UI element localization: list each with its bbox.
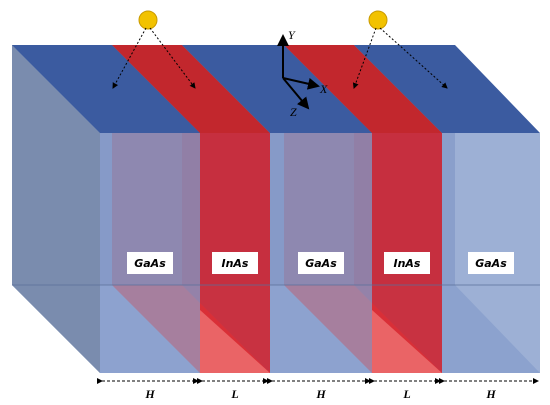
z-label: Z (290, 105, 297, 119)
dimension-label: L (230, 387, 238, 401)
light (112, 10, 448, 89)
box (12, 45, 540, 373)
layer-label: GaAs (305, 257, 337, 270)
label-box (212, 252, 258, 274)
top-inas (284, 45, 442, 133)
floor-seen (200, 310, 270, 373)
layer-label: InAs (394, 257, 421, 270)
y-label: Y (288, 28, 296, 42)
top-gaas (354, 45, 540, 133)
layer-labels: GaAs InAs GaAs InAs GaAs (127, 252, 514, 274)
ray (352, 27, 377, 89)
photon (138, 10, 158, 30)
label-box (298, 252, 344, 274)
label-box (468, 252, 514, 274)
dimension-label: L (402, 387, 410, 401)
top-gaas (12, 45, 200, 133)
floor-seen (372, 310, 442, 373)
photon (368, 10, 388, 30)
ray (112, 27, 147, 89)
axes: Y X Z (277, 28, 328, 119)
dimension-label: H (144, 387, 155, 401)
x-label: X (319, 82, 328, 96)
label-box (384, 252, 430, 274)
ray (149, 27, 196, 89)
x-axis (282, 77, 320, 90)
layer-label: GaAs (134, 257, 166, 270)
top-gaas (182, 45, 372, 133)
ray (379, 27, 448, 89)
left-face (12, 45, 100, 373)
z-axis (282, 77, 310, 110)
dimension-label: H (315, 387, 326, 401)
layer-label: GaAs (475, 257, 507, 270)
label-box (127, 252, 173, 274)
top-inas (112, 45, 270, 133)
dimension-label: H (485, 387, 496, 401)
layer-label: InAs (222, 257, 249, 270)
